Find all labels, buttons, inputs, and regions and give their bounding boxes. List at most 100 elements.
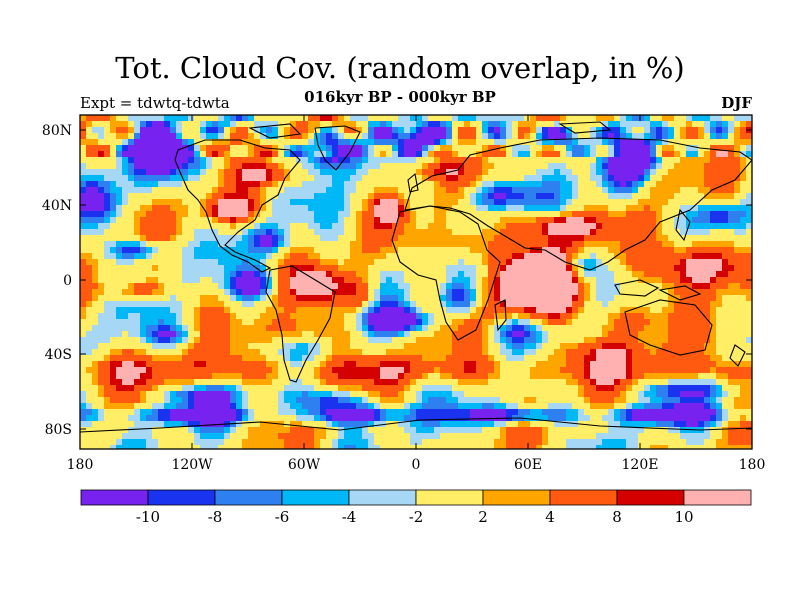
- field-cell: [362, 133, 369, 140]
- field-cell: [542, 343, 561, 350]
- field-cell: [674, 403, 705, 410]
- field-cell: [596, 289, 621, 296]
- field-cell: [80, 247, 105, 254]
- field-cell: [380, 403, 405, 410]
- field-cell: [212, 277, 225, 284]
- field-cell: [296, 343, 309, 350]
- field-cell: [404, 277, 447, 284]
- field-cell: [548, 433, 597, 440]
- field-cell: [224, 127, 231, 134]
- field-cell: [158, 283, 165, 290]
- field-cell: [248, 391, 279, 398]
- field-cell: [638, 181, 645, 188]
- field-cell: [182, 217, 213, 224]
- field-cell: [476, 361, 495, 368]
- field-cell: [260, 295, 267, 302]
- field-cell: [248, 343, 285, 350]
- field-cell: [680, 391, 705, 398]
- field-cell: [470, 193, 477, 200]
- field-cell: [536, 169, 555, 176]
- field-cell: [176, 313, 183, 320]
- field-cell: [104, 301, 183, 308]
- field-cell: [422, 403, 459, 410]
- field-cell: [182, 349, 189, 356]
- field-cell: [572, 193, 579, 200]
- field-cell: [410, 433, 441, 440]
- field-cell: [194, 235, 243, 242]
- field-cell: [368, 169, 417, 176]
- field-cell: [278, 229, 285, 236]
- field-cell: [86, 391, 99, 398]
- field-cell: [236, 187, 249, 194]
- field-cell: [506, 151, 513, 158]
- field-cell: [644, 385, 651, 392]
- field-cell: [506, 199, 561, 206]
- field-cell: [296, 121, 309, 128]
- field-cell: [686, 145, 699, 152]
- field-cell: [248, 433, 279, 440]
- field-cell: [182, 181, 219, 188]
- field-cell: [734, 241, 752, 248]
- field-cell: [398, 301, 405, 308]
- field-cell: [80, 421, 93, 428]
- field-cell: [632, 271, 645, 278]
- field-cell: [368, 325, 375, 332]
- field-cell: [428, 325, 441, 332]
- field-cell: [650, 121, 663, 128]
- field-cell: [434, 193, 465, 200]
- field-cell: [680, 397, 705, 404]
- field-cell: [314, 211, 339, 218]
- field-cell: [218, 217, 231, 224]
- field-cell: [572, 151, 585, 158]
- field-cell: [266, 259, 279, 266]
- field-cell: [260, 349, 279, 356]
- field-cell: [710, 301, 723, 308]
- field-cell: [710, 313, 717, 320]
- field-cell: [176, 211, 189, 218]
- field-cell: [656, 235, 669, 242]
- field-cell: [242, 373, 267, 380]
- field-cell: [416, 157, 435, 164]
- field-cell: [278, 277, 291, 284]
- field-cell: [302, 163, 315, 170]
- field-cell: [362, 427, 369, 434]
- field-cell: [80, 439, 117, 446]
- field-cell: [374, 211, 399, 218]
- field-cell: [344, 217, 357, 224]
- field-cell: [506, 331, 513, 338]
- field-cell: [446, 133, 453, 140]
- field-cell: [80, 343, 99, 350]
- field-cell: [122, 379, 135, 386]
- field-cell: [506, 121, 513, 128]
- field-cell: [626, 361, 633, 368]
- field-cell: [206, 205, 213, 212]
- field-cell: [362, 349, 387, 356]
- field-cell: [674, 289, 717, 296]
- field-cell: [368, 157, 417, 164]
- field-cell: [482, 325, 489, 332]
- field-cell: [578, 133, 591, 140]
- field-cell: [512, 151, 519, 158]
- field-cell: [650, 349, 657, 356]
- field-cell: [710, 367, 717, 374]
- field-cell: [80, 259, 87, 266]
- field-cell: [176, 391, 189, 398]
- field-cell: [542, 223, 549, 230]
- field-cell: [98, 223, 111, 230]
- field-cell: [218, 295, 231, 302]
- field-cell: [284, 187, 327, 194]
- field-cell: [254, 199, 261, 206]
- field-cell: [404, 211, 411, 218]
- field-cell: [530, 409, 543, 416]
- field-cell: [290, 169, 309, 176]
- field-cell: [584, 145, 591, 152]
- field-cell: [368, 265, 447, 272]
- field-cell: [392, 133, 399, 140]
- field-cell: [740, 217, 752, 224]
- field-cell: [638, 175, 645, 182]
- field-cell: [740, 391, 752, 398]
- field-cell: [80, 241, 105, 248]
- field-cell: [710, 277, 717, 284]
- field-cell: [494, 199, 507, 206]
- field-cell: [182, 307, 195, 314]
